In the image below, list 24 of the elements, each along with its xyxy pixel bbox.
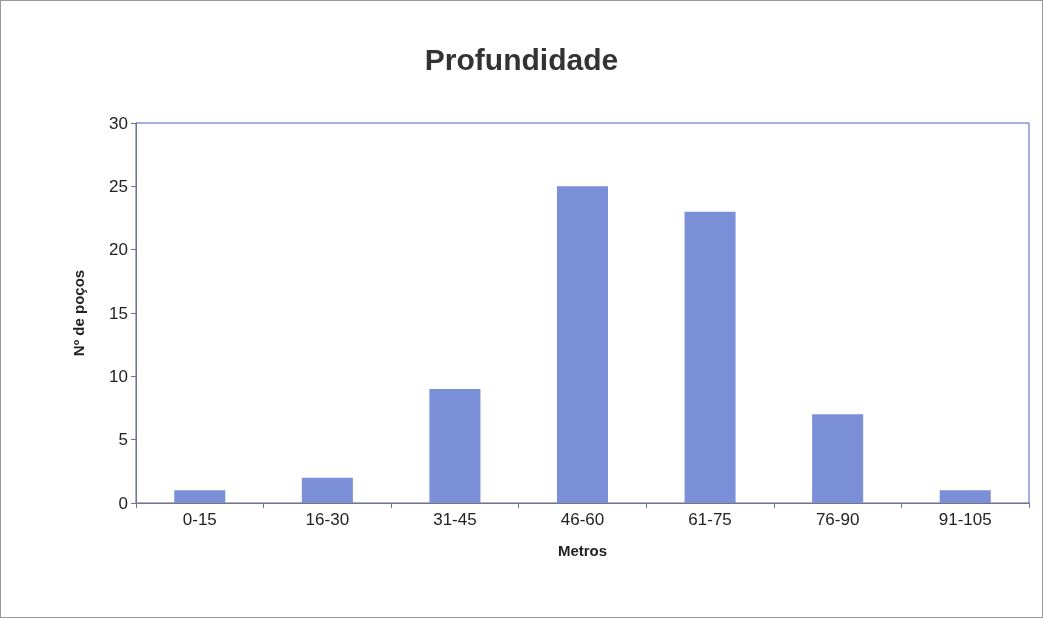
chart-title: Profundidade	[424, 42, 619, 76]
x-tick-label: 91-105	[938, 510, 992, 529]
x-tick-label: 46-60	[560, 510, 605, 529]
bar	[301, 477, 353, 503]
x-tick-label: 31-45	[433, 510, 477, 529]
x-tick-label: 16-30	[305, 510, 350, 529]
y-tick-label: 20	[109, 240, 128, 260]
y-axis-title: Nº de poços	[70, 269, 87, 357]
y-tick-label: 0	[118, 493, 128, 513]
bar	[684, 211, 736, 503]
y-tick-label: 25	[109, 176, 128, 196]
bar	[939, 490, 991, 503]
bar	[556, 186, 609, 503]
x-tick-label: 61-75	[688, 510, 732, 529]
y-tick-label: 5	[118, 430, 128, 450]
x-axis-title: Metros	[557, 542, 608, 559]
bar	[429, 389, 481, 503]
bar	[174, 490, 226, 503]
y-tick-label: 15	[109, 303, 128, 323]
x-tick-label: 76-90	[815, 510, 860, 529]
bar	[812, 414, 864, 503]
y-tick-label: 10	[109, 366, 128, 386]
y-tick-label: 30	[109, 113, 128, 133]
x-tick-label: 0-15	[182, 510, 217, 529]
